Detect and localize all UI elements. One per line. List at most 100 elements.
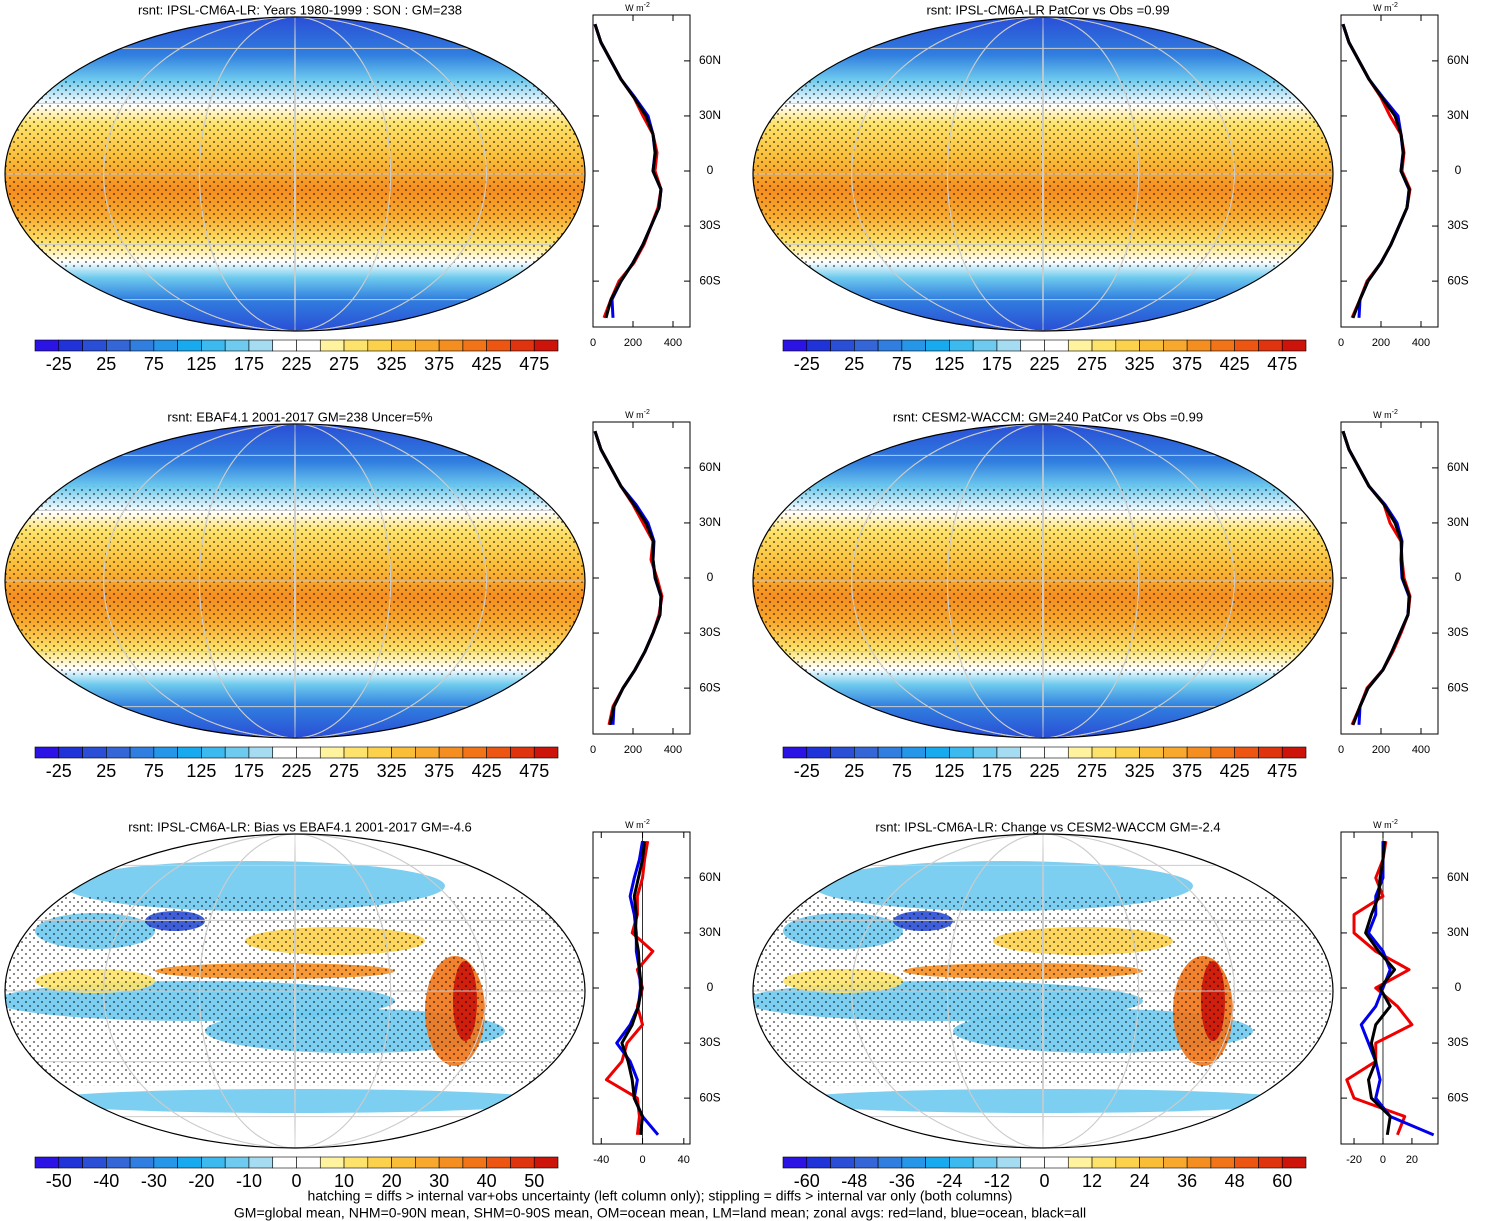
colorbar-box [1163, 339, 1188, 352]
colorbar-box [224, 339, 250, 352]
y-tick-label: 30S [1447, 1035, 1468, 1049]
colorbar-box [296, 339, 321, 352]
y-tick-label: 60S [1447, 273, 1468, 287]
colorbar-box [1139, 746, 1164, 759]
meridian [1042, 834, 1044, 1148]
panel-title: rsnt: IPSL-CM6A-LR: Years 1980-1999 : SO… [138, 2, 462, 17]
unit: W m [625, 820, 644, 830]
colorbar-label: 225 [281, 354, 311, 374]
colorbar-box [272, 339, 297, 352]
colorbar-box [996, 1156, 1022, 1169]
colorbar-label: 375 [424, 761, 454, 781]
panel-title: rsnt: CESM2-WACCM: GM=240 PatCor vs Obs … [893, 409, 1203, 424]
colorbar-label: 25 [844, 354, 864, 374]
colorbar-box [248, 339, 274, 352]
colorbar-box [1210, 746, 1235, 759]
unit: W m [1373, 3, 1392, 13]
colorbar-label: 10 [334, 1171, 354, 1191]
y-tick-label: 30N [1447, 925, 1469, 939]
y-tick-label: 30S [699, 218, 720, 232]
unit-label: W m-2 [1373, 819, 1398, 831]
unit-sup: -2 [1392, 2, 1398, 9]
colorbar-box [854, 339, 879, 352]
colorbar-box [34, 339, 60, 352]
panel: rsnt: IPSL-CM6A-LR: Bias vs EBAF4.1 2001… [4, 819, 721, 1191]
x-tick-label: 0 [1380, 1154, 1386, 1166]
colorbar-box [153, 746, 178, 759]
colorbar-box [391, 339, 416, 352]
x-tick-label: -20 [1346, 1154, 1362, 1166]
colorbar-box [1044, 746, 1069, 759]
x-tick-label: 0 [1338, 337, 1344, 349]
colorbar-box [462, 339, 487, 352]
y-tick-label: 60S [699, 680, 720, 694]
meridian [103, 17, 487, 331]
colorbar-box [806, 746, 831, 759]
meridian [1042, 424, 1044, 738]
colorbar-box [1044, 1156, 1069, 1169]
colorbar-box [58, 1156, 83, 1169]
colorbar-box [343, 1156, 369, 1169]
colorbar-box [177, 1156, 202, 1169]
colorbar-box [462, 1156, 487, 1169]
unit: W m [625, 3, 644, 13]
meridian [851, 834, 1235, 1148]
colorbar-box [415, 1156, 440, 1169]
colorbar-box [1020, 1156, 1045, 1169]
y-tick-label: 0 [1455, 570, 1462, 584]
y-tick-label: 0 [1455, 163, 1462, 177]
y-tick-label: 60N [699, 460, 721, 474]
x-tick-label: 0 [639, 1154, 645, 1166]
colorbar-box [877, 339, 903, 352]
colorbar-box [972, 1156, 998, 1169]
map [5, 17, 585, 331]
colorbar-label: -12 [984, 1171, 1010, 1191]
colorbar-box [224, 746, 250, 759]
colorbar-box [1115, 746, 1140, 759]
unit-label: W m-2 [625, 409, 650, 421]
meridian [198, 834, 392, 1148]
colorbar-label: -25 [46, 354, 72, 374]
y-tick-label: 0 [707, 980, 714, 994]
unit-sup: -2 [644, 409, 650, 416]
colorbar-box [462, 746, 487, 759]
map-border [752, 16, 1334, 332]
map-border [752, 833, 1334, 1149]
colorbar-box [1163, 1156, 1188, 1169]
meridian [198, 424, 392, 738]
colorbar-box [972, 746, 998, 759]
colorbar-box [782, 1156, 808, 1169]
colorbar-box [415, 339, 440, 352]
colorbar-box [1210, 339, 1235, 352]
colorbar-label: 125 [186, 354, 216, 374]
colorbar-box [925, 1156, 950, 1169]
colorbar-box [153, 1156, 178, 1169]
colorbar-box [925, 746, 950, 759]
colorbar-label: 175 [982, 761, 1012, 781]
colorbar-box [1234, 339, 1259, 352]
colorbar-label: 475 [519, 354, 549, 374]
zonal-profile [1341, 430, 1412, 726]
colorbar-box [391, 1156, 416, 1169]
x-tick-label: -40 [593, 1154, 609, 1166]
colorbar-box [830, 1156, 855, 1169]
colorbar-box [1210, 1156, 1235, 1169]
y-tick-label: 60N [699, 53, 721, 67]
colorbar-box [438, 339, 464, 352]
colorbar-box [82, 746, 107, 759]
colorbar-box [510, 339, 535, 352]
colorbar-label: 475 [1267, 761, 1297, 781]
profile-frame [592, 14, 691, 328]
colorbar-box [949, 339, 974, 352]
colorbar-box [319, 1156, 345, 1169]
panels: rsnt: IPSL-CM6A-LR: Years 1980-1999 : SO… [4, 2, 1469, 1191]
colorbar-label: -36 [889, 1171, 915, 1191]
colorbar-box [106, 1156, 131, 1169]
y-tick-label: 30N [1447, 515, 1469, 529]
colorbar-box [996, 746, 1022, 759]
unit-sup: -2 [1392, 819, 1398, 826]
colorbar-label: 25 [96, 354, 116, 374]
x-tick-label: 40 [678, 1154, 690, 1166]
zonal-profile [593, 23, 663, 318]
colorbar-box [296, 746, 321, 759]
